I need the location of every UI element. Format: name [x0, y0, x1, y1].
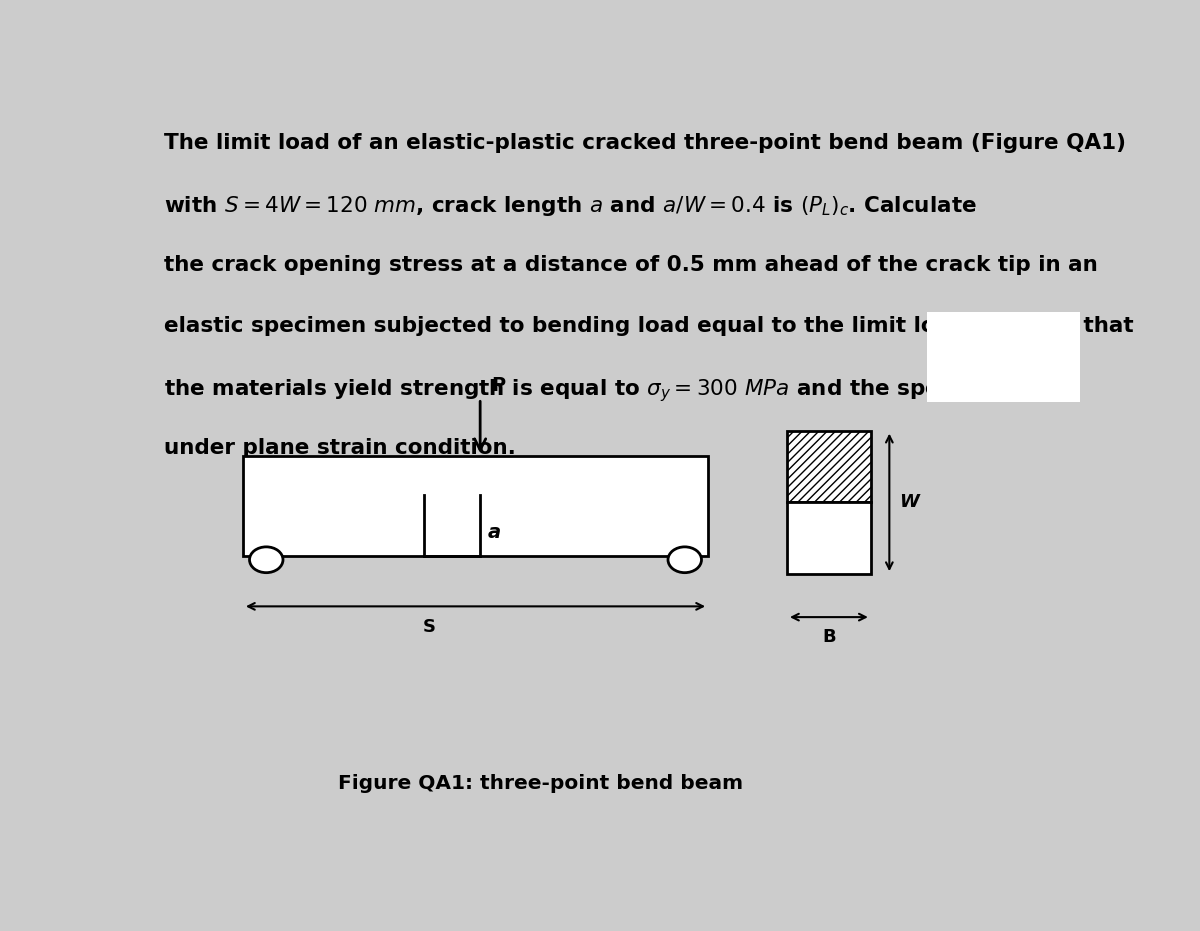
Text: the crack opening stress at a distance of 0.5 mm ahead of the crack tip in an: the crack opening stress at a distance o… — [164, 255, 1098, 275]
Text: elastic specimen subjected to bending load equal to the limit load. Assume that: elastic specimen subjected to bending lo… — [164, 316, 1134, 336]
Text: B: B — [822, 627, 835, 646]
Text: Figure QA1: three-point bend beam: Figure QA1: three-point bend beam — [338, 774, 743, 793]
Text: W: W — [899, 493, 918, 511]
Bar — [926, 313, 1080, 402]
Text: a: a — [487, 523, 500, 543]
Circle shape — [250, 546, 283, 573]
Circle shape — [668, 546, 702, 573]
Text: the materials yield strength is equal to $\sigma_y = 300\ MPa$ and the specimen : the materials yield strength is equal to… — [164, 377, 1040, 404]
Text: with $S = 4W = 120\ mm$, crack length $a$ and $a/W = 0.4$ is $(P_L)_c$. Calculat: with $S = 4W = 120\ mm$, crack length $a… — [164, 195, 977, 218]
Text: P: P — [491, 376, 505, 395]
Text: under plane strain condition.: under plane strain condition. — [164, 438, 516, 458]
Bar — [787, 431, 871, 503]
Bar — [242, 456, 708, 556]
Bar — [787, 431, 871, 503]
Bar — [787, 503, 871, 574]
Text: S: S — [422, 618, 436, 636]
Text: The limit load of an elastic-plastic cracked three-point bend beam (Figure QA1): The limit load of an elastic-plastic cra… — [164, 133, 1126, 154]
